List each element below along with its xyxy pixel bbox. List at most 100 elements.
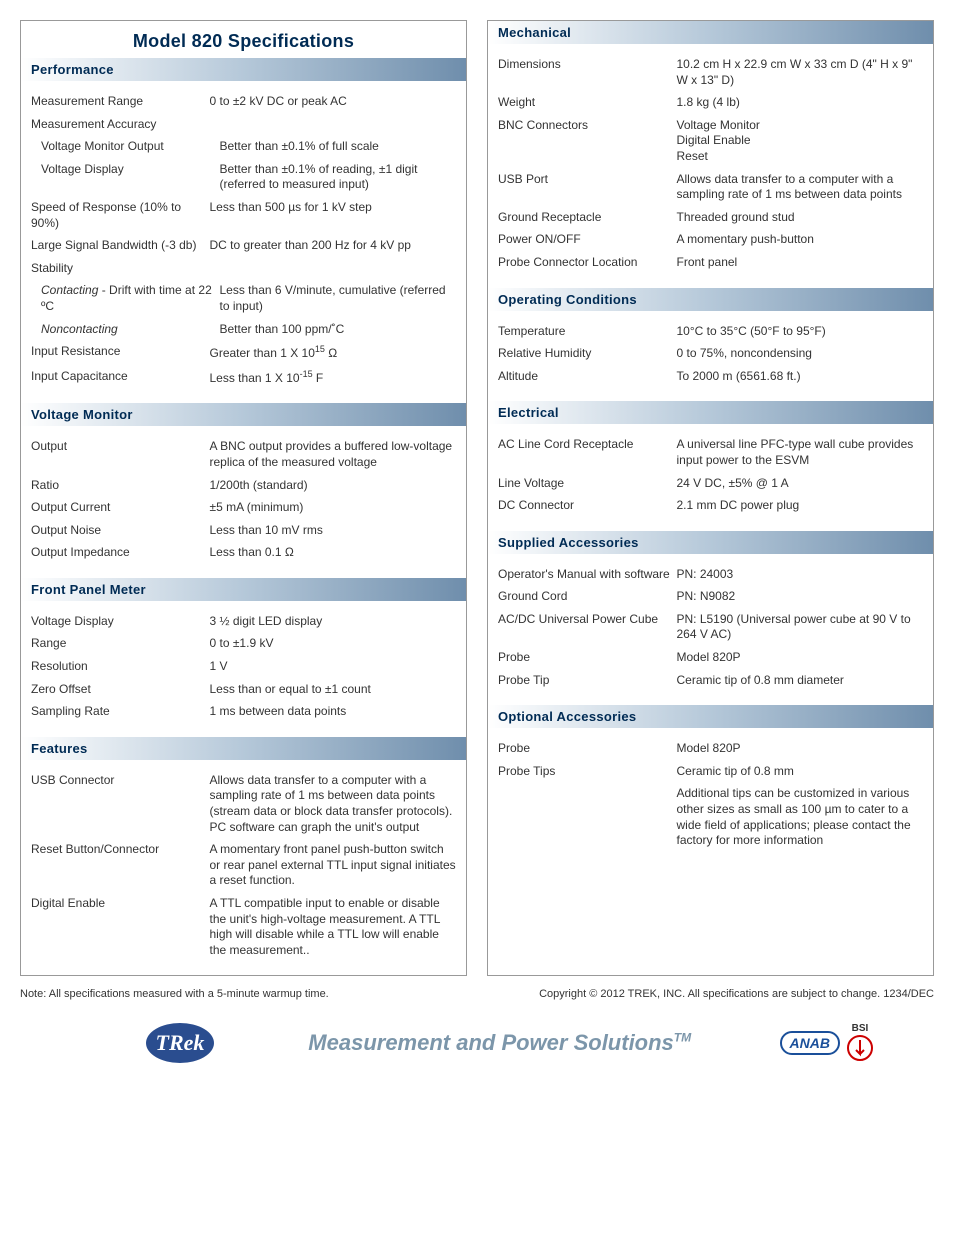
spec-label: USB Port xyxy=(498,172,677,188)
spec-value: Better than 100 ppm/˚C xyxy=(220,322,457,338)
spec-value: A universal line PFC-type wall cube prov… xyxy=(677,437,924,468)
section-rows: Voltage Display 3 ½ digit LED display Ra… xyxy=(21,601,466,737)
spec-value: Greater than 1 X 1015 Ω xyxy=(210,344,457,362)
spec-label: Measurement Range xyxy=(31,94,210,110)
tagline: Measurement and Power SolutionsTM xyxy=(308,1030,691,1056)
spec-label: Noncontacting xyxy=(31,322,220,338)
spec-label: Dimensions xyxy=(498,57,677,73)
spec-value: Less than 6 V/minute, cumulative (referr… xyxy=(220,283,457,314)
spec-label: Output Current xyxy=(31,500,210,516)
spec-value: Front panel xyxy=(677,255,924,271)
section-rows: Measurement Range 0 to ±2 kV DC or peak … xyxy=(21,81,466,403)
spec-row: Input Capacitance Less than 1 X 10-15 F xyxy=(31,369,456,387)
spec-label: Output Noise xyxy=(31,523,210,539)
spec-label: Probe xyxy=(498,741,677,757)
spec-label: Ground Cord xyxy=(498,589,677,605)
spec-row: Temperature 10°C to 35°C (50°F to 95°F) xyxy=(498,324,923,340)
spec-row: Input Resistance Greater than 1 X 1015 Ω xyxy=(31,344,456,362)
spec-value: 24 V DC, ±5% @ 1 A xyxy=(677,476,924,492)
spec-value: A TTL compatible input to enable or disa… xyxy=(210,896,457,958)
spec-page: Model 820 Specifications Performance Mea… xyxy=(20,20,934,976)
spec-value: 2.1 mm DC power plug xyxy=(677,498,924,514)
spec-value: Allows data transfer to a computer with … xyxy=(677,172,924,203)
tagline-text: Measurement and Power Solutions xyxy=(308,1030,674,1055)
spec-row: USB Connector Allows data transfer to a … xyxy=(31,773,456,835)
trek-logo: TRek xyxy=(140,1018,220,1068)
spec-value: 1 ms between data points xyxy=(210,704,457,720)
spec-value: Voltage MonitorDigital EnableReset xyxy=(677,118,924,165)
spec-value: Ceramic tip of 0.8 mm diameter xyxy=(677,673,924,689)
section-rows: Temperature 10°C to 35°C (50°F to 95°F) … xyxy=(488,311,933,402)
spec-label: Voltage Display xyxy=(31,162,220,178)
spec-label: Zero Offset xyxy=(31,682,210,698)
spec-label: DC Connector xyxy=(498,498,677,514)
spec-value: 1 V xyxy=(210,659,457,675)
spec-row: AC/DC Universal Power Cube PN: L5190 (Un… xyxy=(498,612,923,643)
section-heading: Voltage Monitor xyxy=(21,403,466,426)
section-rows: Probe Model 820P Probe Tips Ceramic tip … xyxy=(488,728,933,866)
spec-label: Large Signal Bandwidth (-3 db) xyxy=(31,238,210,254)
spec-row: Range 0 to ±1.9 kV xyxy=(31,636,456,652)
spec-label: Voltage Monitor Output xyxy=(31,139,220,155)
spec-row: Dimensions 10.2 cm H x 22.9 cm W x 33 cm… xyxy=(498,57,923,88)
spec-label: Relative Humidity xyxy=(498,346,677,362)
spec-row: Voltage Display 3 ½ digit LED display xyxy=(31,614,456,630)
anab-logo: ANAB xyxy=(780,1031,840,1055)
spec-row: Ground Cord PN: N9082 xyxy=(498,589,923,605)
spec-label: Probe Tips xyxy=(498,764,677,780)
spec-row: Line Voltage 24 V DC, ±5% @ 1 A xyxy=(498,476,923,492)
spec-label: Input Capacitance xyxy=(31,369,210,385)
spec-value: 10.2 cm H x 22.9 cm W x 33 cm D (4" H x … xyxy=(677,57,924,88)
spec-label: Sampling Rate xyxy=(31,704,210,720)
spec-label: BNC Connectors xyxy=(498,118,677,134)
right-column: Mechanical Dimensions 10.2 cm H x 22.9 c… xyxy=(487,20,934,976)
spec-value: Less than or equal to ±1 count xyxy=(210,682,457,698)
spec-row: Sampling Rate 1 ms between data points xyxy=(31,704,456,720)
spec-label: Ratio xyxy=(31,478,210,494)
spec-row: Zero Offset Less than or equal to ±1 cou… xyxy=(31,682,456,698)
footer-notes: Note: All specifications measured with a… xyxy=(20,988,934,1000)
section-rows: Dimensions 10.2 cm H x 22.9 cm W x 33 cm… xyxy=(488,44,933,288)
section-heading: Performance xyxy=(21,58,466,81)
section-rows: AC Line Cord Receptacle A universal line… xyxy=(488,424,933,530)
spec-row: Speed of Response (10% to 90%) Less than… xyxy=(31,200,456,231)
spec-value: Less than 0.1 Ω xyxy=(210,545,457,561)
spec-value: A momentary push-button xyxy=(677,232,924,248)
section-heading: Supplied Accessories xyxy=(488,531,933,554)
spec-value: Better than ±0.1% of full scale xyxy=(220,139,457,155)
spec-label: USB Connector xyxy=(31,773,210,789)
spec-row: Output Noise Less than 10 mV rms xyxy=(31,523,456,539)
spec-label: Resolution xyxy=(31,659,210,675)
spec-label: Voltage Display xyxy=(31,614,210,630)
spec-row: Probe Tips Ceramic tip of 0.8 mm xyxy=(498,764,923,780)
spec-value: ±5 mA (minimum) xyxy=(210,500,457,516)
spec-value: To 2000 m (6561.68 ft.) xyxy=(677,369,924,385)
spec-value: Allows data transfer to a computer with … xyxy=(210,773,457,835)
spec-row: Weight 1.8 kg (4 lb) xyxy=(498,95,923,111)
bsi-logo: BSI xyxy=(846,1024,874,1062)
spec-value: Ceramic tip of 0.8 mm xyxy=(677,764,924,780)
spec-row: Digital Enable A TTL compatible input to… xyxy=(31,896,456,958)
bsi-text: BSI xyxy=(852,1023,869,1034)
spec-value: 0 to ±2 kV DC or peak AC xyxy=(210,94,457,110)
spec-label: Measurement Accuracy xyxy=(31,117,210,133)
spec-row: Probe Tip Ceramic tip of 0.8 mm diameter xyxy=(498,673,923,689)
spec-row: Large Signal Bandwidth (-3 db) DC to gre… xyxy=(31,238,456,254)
spec-row: Additional tips can be customized in var… xyxy=(498,786,923,848)
section-heading: Front Panel Meter xyxy=(21,578,466,601)
footer-logos: TRek Measurement and Power SolutionsTM A… xyxy=(20,1018,934,1068)
left-sections: Performance Measurement Range 0 to ±2 kV… xyxy=(21,58,466,975)
spec-value: 1/200th (standard) xyxy=(210,478,457,494)
spec-label: Range xyxy=(31,636,210,652)
spec-value: 3 ½ digit LED display xyxy=(210,614,457,630)
spec-row: Probe Connector Location Front panel xyxy=(498,255,923,271)
spec-row: Noncontacting Better than 100 ppm/˚C xyxy=(31,322,456,338)
spec-value: Better than ±0.1% of reading, ±1 digit (… xyxy=(220,162,457,193)
right-sections: Mechanical Dimensions 10.2 cm H x 22.9 c… xyxy=(488,21,933,866)
spec-label: Weight xyxy=(498,95,677,111)
note-left: Note: All specifications measured with a… xyxy=(20,988,329,1000)
spec-label: Probe xyxy=(498,650,677,666)
spec-label: Power ON/OFF xyxy=(498,232,677,248)
page-title: Model 820 Specifications xyxy=(21,21,466,58)
spec-value: A BNC output provides a buffered low-vol… xyxy=(210,439,457,470)
